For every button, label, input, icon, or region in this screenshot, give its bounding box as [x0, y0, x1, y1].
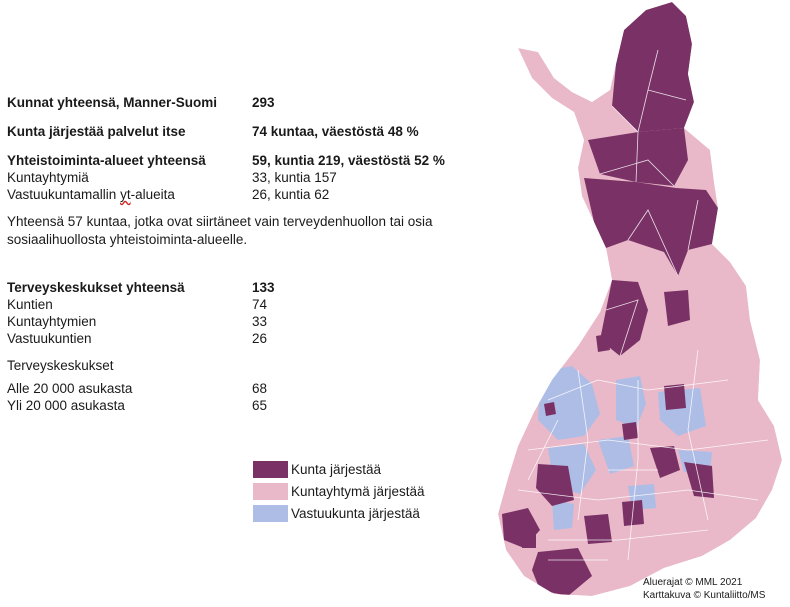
- size-small-value: 68: [252, 381, 268, 396]
- size-large-value: 65: [252, 398, 268, 413]
- areas-label: Yhteistoiminta-alueet yhteensä: [7, 153, 206, 168]
- hc-host-label: Vastuukuntien: [7, 331, 92, 346]
- joint-value: 33, kuntia 157: [252, 170, 337, 185]
- hc-host-value: 26: [252, 331, 268, 346]
- legend-label-kuntayhtyma: Kuntayhtymä järjestää: [291, 484, 425, 499]
- hc-municipal-label: Kuntien: [7, 297, 53, 312]
- purple-area-lapland-south: [584, 178, 718, 276]
- blue-area-central: [616, 376, 646, 428]
- purple-area-lapland-central: [588, 128, 688, 186]
- purple-area-small-3: [622, 422, 638, 440]
- self-value: 74 kuntaa, väestöstä 48 %: [252, 124, 419, 139]
- host-value: 26, kuntia 62: [252, 187, 330, 202]
- total-value: 293: [252, 95, 275, 110]
- legend-swatch-vastuukunta: [253, 505, 288, 522]
- purple-area-lahti: [584, 514, 612, 544]
- legend-swatch-kuntayhtyma: [253, 483, 288, 500]
- joint-label: Kuntayhtymiä: [7, 170, 89, 185]
- legend-swatch-kunta: [253, 461, 288, 478]
- purple-area-oulu: [600, 280, 648, 356]
- areas-value: 59, kuntia 219, väestöstä 52 %: [252, 153, 445, 168]
- purple-area-kainuu: [664, 290, 690, 326]
- purple-area-coast: [522, 532, 536, 548]
- blue-area-middle: [598, 436, 634, 474]
- credit-borders: Aluerajat © MML 2021: [643, 577, 743, 588]
- hc-total-label: Terveyskeskukset yhteensä: [7, 280, 185, 295]
- total-label: Kunnat yhteensä, Manner-Suomi: [7, 95, 218, 110]
- size-title: Terveyskeskukset: [7, 358, 114, 373]
- hc-total-value: 133: [252, 280, 275, 295]
- blue-area-west: [538, 366, 600, 440]
- size-small-label: Alle 20 000 asukasta: [7, 381, 133, 396]
- legend-label-vastuukunta: Vastuukunta järjestää: [291, 506, 420, 521]
- self-label: Kunta järjestää palvelut itse: [7, 124, 186, 139]
- legend-label-kunta: Kunta järjestää: [291, 462, 382, 477]
- host-label: Vastuukuntamallin yt-alueita: [7, 187, 175, 202]
- municipality-borders: [517, 49, 769, 561]
- finland-map: [498, 2, 782, 596]
- hc-joint-label: Kuntayhtymien: [7, 314, 97, 329]
- map-credits: Aluerajat © MML 2021 Karttakuva © Kuntal…: [643, 576, 765, 602]
- blue-area-south: [552, 500, 574, 530]
- kunta-areas: [502, 2, 718, 596]
- size-large-label: Yli 20 000 asukasta: [7, 398, 125, 413]
- hc-municipal-value: 74: [252, 297, 268, 312]
- purple-area-small-1: [596, 334, 610, 352]
- purple-area-lapland-north: [612, 2, 694, 132]
- purple-area-small-2: [544, 402, 556, 416]
- spellcheck-flag: yt: [120, 187, 131, 202]
- note-text: Yhteensä 57 kuntaa, jotka ovat siirtänee…: [7, 214, 433, 247]
- purple-area-savo: [664, 384, 686, 410]
- credit-map: Karttakuva © Kuntaliitto/MS: [643, 590, 766, 601]
- hc-joint-value: 33: [252, 314, 268, 329]
- municipality-areas: [498, 2, 782, 596]
